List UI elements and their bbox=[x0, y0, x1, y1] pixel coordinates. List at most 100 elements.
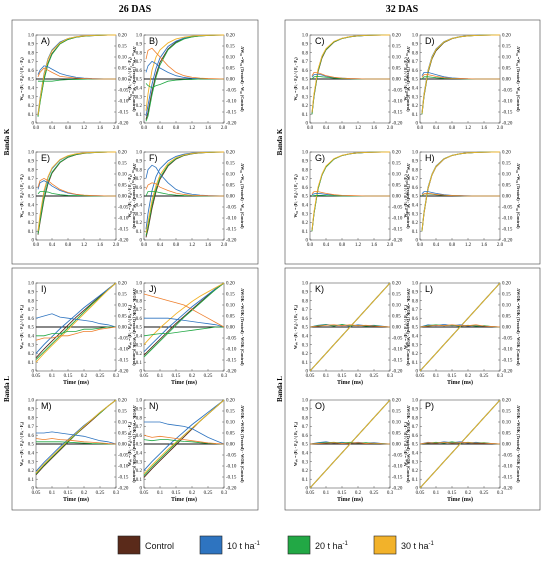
x-tick-label: 1.6 bbox=[205, 243, 212, 248]
y2-tick-label: -0.20 bbox=[392, 239, 403, 244]
x-tick-label: 0.0 bbox=[33, 126, 40, 131]
y-tick-label: 0.8 bbox=[28, 51, 35, 56]
y2-axis-title: ΔWOK =WOK (Treated) - WOK (Control) bbox=[240, 406, 245, 484]
y2-tick-label: -0.05 bbox=[118, 337, 129, 342]
y-tick-label: 0.1 bbox=[28, 361, 35, 366]
y2-tick-label: -0.20 bbox=[118, 122, 129, 127]
x-tick-label: 0.3 bbox=[387, 374, 394, 379]
y2-tick-label: -0.20 bbox=[226, 239, 237, 244]
x-tick-label: 0.05 bbox=[32, 374, 41, 379]
y-tick-label: 0.8 bbox=[302, 299, 309, 304]
y2-tick-label: 0.15 bbox=[118, 45, 127, 50]
y2-tick-label: 0.10 bbox=[502, 304, 511, 309]
series-line-10-t-ha-1 bbox=[311, 34, 391, 114]
y2-tick-label: -0.05 bbox=[392, 337, 403, 342]
x-tick-label: 0.15 bbox=[172, 491, 181, 496]
y-tick-label: 0.5 bbox=[302, 78, 309, 83]
y-tick-label: 0.3 bbox=[136, 460, 143, 465]
y-tick-label: 1.0 bbox=[28, 34, 35, 39]
y-tick-label: 1.0 bbox=[136, 399, 143, 404]
y2-tick-label: 0.10 bbox=[392, 304, 401, 309]
band-label-k-left: Banda K bbox=[3, 128, 11, 155]
y2-tick-label: -0.10 bbox=[118, 217, 129, 222]
y-tick-label: 0.7 bbox=[412, 60, 419, 65]
x-axis-title: Time (ms) bbox=[447, 379, 473, 386]
diff-line-20-t-ha-1 bbox=[37, 191, 116, 197]
x-tick-label: 0.4 bbox=[433, 126, 440, 131]
legend-swatch bbox=[117, 535, 141, 555]
x-tick-label: 0.1 bbox=[433, 491, 440, 496]
y2-tick-label: 0.05 bbox=[226, 67, 235, 72]
y2-tick-label: 0.05 bbox=[118, 184, 127, 189]
x-tick-label: 0.0 bbox=[307, 243, 314, 248]
y2-tick-label: 0.20 bbox=[118, 151, 127, 156]
y2-tick-label: -0.10 bbox=[392, 348, 403, 353]
x-tick-label: 1.2 bbox=[465, 243, 472, 248]
series-line-30-t-ha-1 bbox=[311, 34, 391, 113]
y-tick-label: 0.1 bbox=[28, 230, 35, 235]
y-tick-label: 0.8 bbox=[302, 51, 309, 56]
panel-letter: N) bbox=[149, 401, 159, 411]
y2-tick-label: 0.10 bbox=[226, 173, 235, 178]
y-tick-label: 0.4 bbox=[302, 452, 309, 457]
panel-i: I) 0 0.1 0.2 0.3 0.4 0.5 0.6 0.7 0.8 0.9 1.0 -0.20 -0… bbox=[19, 282, 137, 386]
y2-tick-label: -0.15 bbox=[226, 359, 237, 364]
x-tick-label: 1.6 bbox=[97, 243, 104, 248]
x-tick-label: 2.0 bbox=[113, 126, 120, 131]
panel-m: M) 0 0.1 0.2 0.3 0.4 0.5 0.6 0.7 0.8 0.9 1.0 -0.20 -0… bbox=[19, 399, 137, 503]
x-tick-label: 0.4 bbox=[323, 126, 330, 131]
x-tick-label: 0.05 bbox=[416, 491, 425, 496]
x-tick-label: 1.6 bbox=[205, 126, 212, 131]
y2-axis-title: ΔW₀₂ =W₀₂ (Treated) - W₀₂ (Control) bbox=[132, 164, 137, 230]
y-tick-label: 0.3 bbox=[136, 95, 143, 100]
y2-tick-label: -0.15 bbox=[392, 476, 403, 481]
y-tick-label: 0.7 bbox=[302, 177, 309, 182]
y2-tick-label: 0.10 bbox=[118, 304, 127, 309]
diff-line-30-t-ha-1 bbox=[419, 324, 501, 328]
x-tick-label: 0.15 bbox=[338, 374, 347, 379]
y-tick-label: 1.0 bbox=[412, 34, 419, 39]
y2-tick-label: 0.10 bbox=[226, 421, 235, 426]
y2-tick-label: 0.05 bbox=[226, 184, 235, 189]
y-tick-label: 0.8 bbox=[136, 168, 143, 173]
y-tick-label: 0.4 bbox=[136, 204, 143, 209]
series-line-20-t-ha-1 bbox=[37, 34, 117, 117]
y-tick-label: 0.3 bbox=[136, 212, 143, 217]
y2-tick-label: 0.20 bbox=[392, 399, 401, 404]
y-tick-label: 0.8 bbox=[136, 299, 143, 304]
x-tick-label: 0.3 bbox=[221, 491, 228, 496]
y-tick-label: 0.5 bbox=[302, 195, 309, 200]
y2-tick-label: -0.10 bbox=[392, 100, 403, 105]
y-tick-label: 0.5 bbox=[302, 326, 309, 331]
y-tick-label: 0.8 bbox=[302, 168, 309, 173]
y2-tick-label: -0.20 bbox=[118, 239, 129, 244]
y-tick-label: 0.6 bbox=[136, 434, 143, 439]
y2-tick-label: 0.00 bbox=[502, 195, 511, 200]
panel-l: L) 0 0.1 0.2 0.3 0.4 0.5 0.6 0.7 0.8 0.9 1.0 -0.20 -0… bbox=[403, 282, 521, 386]
x-tick-label: 0.3 bbox=[387, 491, 394, 496]
x-tick-label: 0.8 bbox=[65, 126, 72, 131]
y2-tick-label: 0.00 bbox=[502, 443, 511, 448]
y-tick-label: 0.1 bbox=[302, 361, 309, 366]
legend-item-20-t-ha-1: 20 t ha-1 bbox=[287, 535, 349, 555]
y-tick-label: 0.6 bbox=[412, 434, 419, 439]
y-tick-label: 1.0 bbox=[28, 151, 35, 156]
series-line-10-t-ha-1 bbox=[143, 282, 225, 352]
y2-tick-label: 0.15 bbox=[118, 162, 127, 167]
y-axis-title: W₀₂ = (Fₜ - F₀) / ( F₂ - F₀) bbox=[403, 57, 408, 101]
y-tick-label: 0.9 bbox=[28, 43, 35, 48]
y-tick-label: 0.1 bbox=[302, 230, 309, 235]
y-tick-label: 0.5 bbox=[28, 326, 35, 331]
y-tick-label: 0.3 bbox=[28, 212, 35, 217]
y2-tick-label: 0.10 bbox=[502, 173, 511, 178]
y-tick-label: 0.5 bbox=[412, 443, 419, 448]
series-line-10-t-ha-1 bbox=[37, 34, 117, 115]
x-tick-label: 0.05 bbox=[306, 374, 315, 379]
y2-axis-title: ΔW₀₂ =W₀₂ (Treated) - W₀₂ (Control) bbox=[240, 47, 245, 113]
y-tick-label: 1.0 bbox=[136, 151, 143, 156]
panel-letter: O) bbox=[315, 401, 325, 411]
y-tick-label: 0.6 bbox=[302, 69, 309, 74]
y-tick-label: 0.3 bbox=[412, 212, 419, 217]
y-axis-title: W₀₂ = (Fₜ - F₀) / ( F₂ - F₀) bbox=[127, 57, 132, 101]
y2-tick-label: 0.00 bbox=[118, 195, 127, 200]
